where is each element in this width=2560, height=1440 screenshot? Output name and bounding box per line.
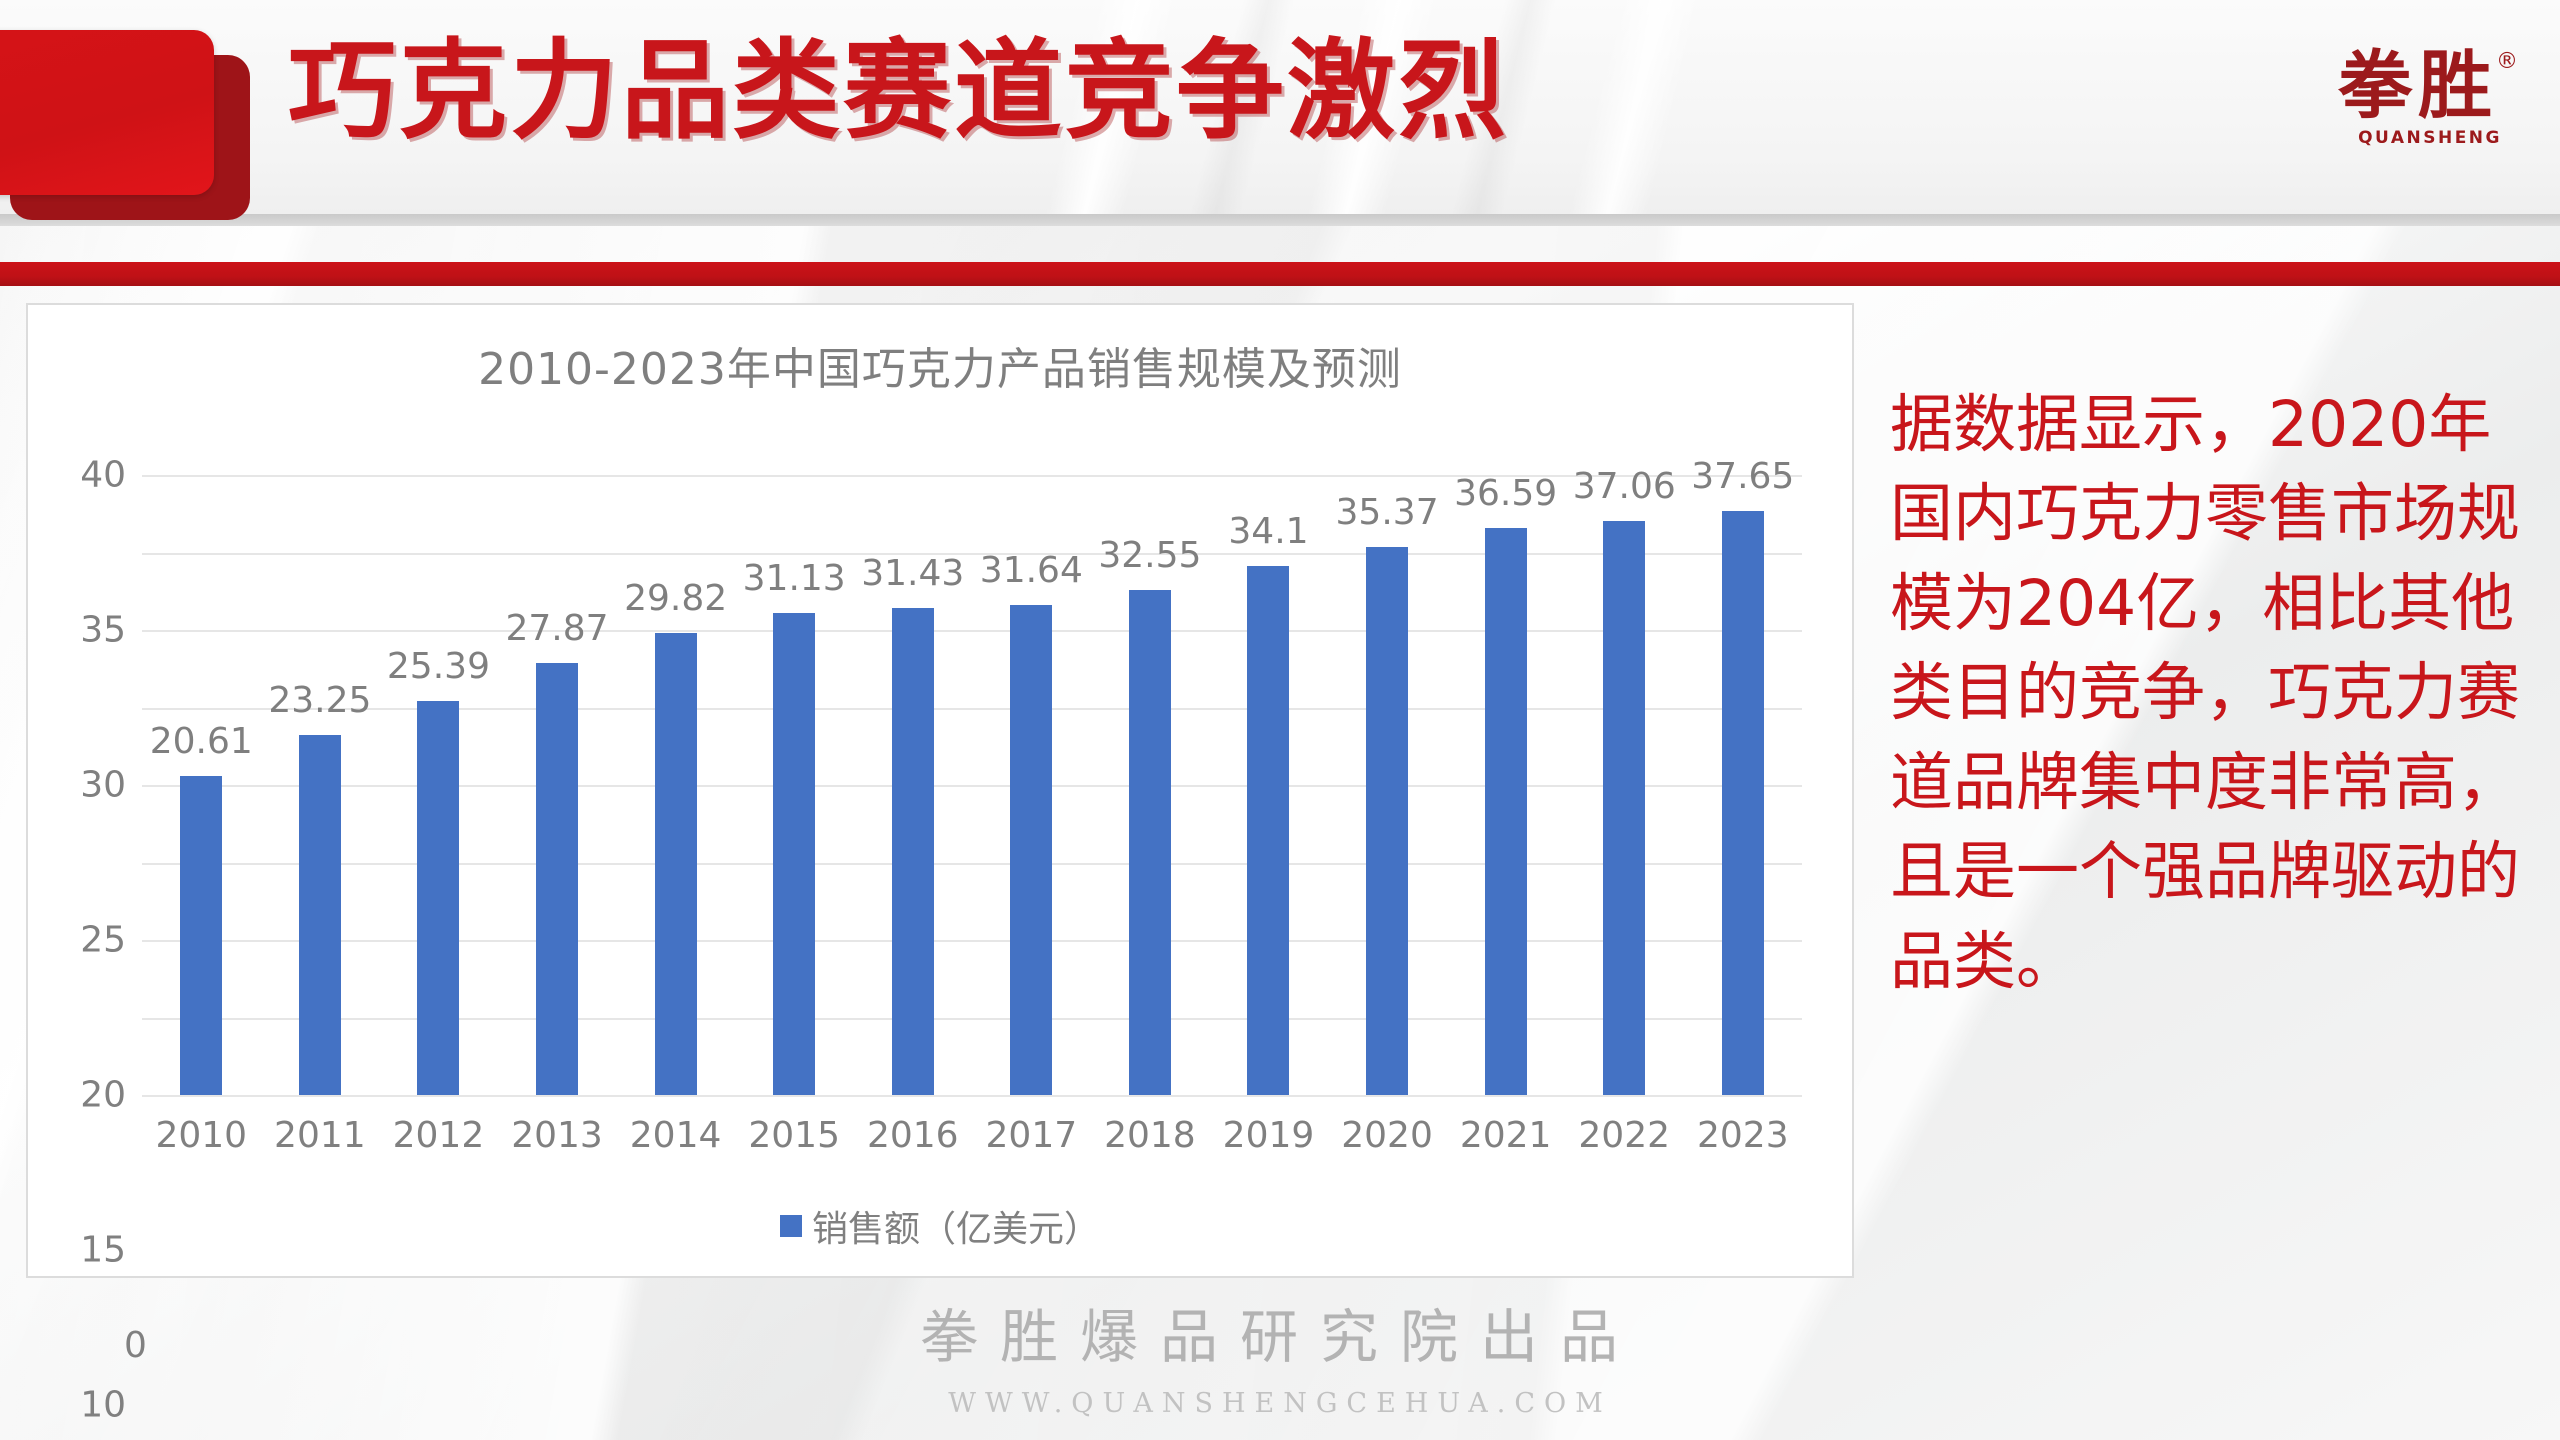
y-axis-tick: 20 [80, 1074, 126, 1116]
bar [417, 701, 460, 1095]
bar [654, 632, 697, 1095]
bar [1247, 566, 1290, 1095]
bar-value-label: 35.37 [1335, 491, 1439, 533]
bar-cell: 31.43 [853, 475, 972, 1095]
chart-panel: 2010-2023年中国巧克力产品销售规模及预测 403530252015105… [26, 303, 1854, 1426]
bar-cell: 36.59 [1446, 472, 1565, 1095]
bar [773, 612, 816, 1095]
bar-cell: 27.87 [498, 475, 617, 1095]
logo-subtitle: QUANSHENG [2358, 128, 2502, 148]
bar-cell: 35.37 [1328, 475, 1447, 1095]
bar-cell: 31.64 [972, 475, 1091, 1095]
bar-cell: 20.61 [142, 475, 261, 1095]
bar-cell: 25.39 [379, 475, 498, 1095]
side-commentary: 据数据显示，2020年国内巧克力零售市场规模为204亿，相比其他类目的竞争，巧克… [1890, 388, 2520, 998]
y-axis-tick: 30 [80, 764, 126, 806]
gridline: 35 [80, 552, 1802, 651]
x-axis-tick: 2010 [155, 1114, 248, 1156]
bar [180, 775, 223, 1095]
header-red-rule [0, 262, 2560, 286]
bar [1366, 546, 1409, 1095]
gridline: 5 [142, 1017, 1802, 1020]
bar [1484, 527, 1527, 1095]
x-axis-tick: 2022 [1578, 1114, 1671, 1156]
legend-swatch-icon [779, 1215, 802, 1237]
bar-value-label: 20.61 [149, 720, 253, 762]
bar-cell: 37.06 [1565, 466, 1684, 1095]
brand-logo: 拳胜 ® QUANSHENG [2178, 26, 2524, 148]
x-axis-tick: 2019 [1222, 1114, 1315, 1156]
x-axis-tick: 2015 [748, 1114, 840, 1156]
gridline: 10 [80, 940, 1802, 1426]
bar [1721, 511, 1764, 1095]
x-axis-tick: 2012 [392, 1114, 485, 1156]
x-axis-tick: 2013 [511, 1114, 603, 1156]
bar-cell: 31.13 [735, 475, 854, 1095]
bar-value-label: 27.87 [505, 608, 609, 650]
bar-value-label: 37.06 [1572, 465, 1676, 507]
bar [1603, 520, 1646, 1095]
bar-value-label: 34.1 [1228, 511, 1309, 553]
bar-cell: 34.1 [1209, 475, 1328, 1095]
gridline: 15 [80, 862, 1802, 1271]
bar [298, 734, 341, 1095]
gridline: 20 [80, 785, 1802, 1116]
chart-bars: 20.61 23.25 25.39 27.87 29.82 31.13 31.43 31.64… [142, 456, 1803, 1095]
chart-stray-zero-label: 0 [124, 1325, 147, 1366]
header-decoration [0, 0, 2560, 225]
bar-value-label: 25.39 [386, 646, 490, 688]
bar-value-label: 29.82 [624, 577, 728, 619]
registered-trademark-icon: ® [2496, 49, 2524, 74]
bar-cell: 23.25 [261, 475, 380, 1095]
bar-value-label: 31.64 [979, 549, 1083, 591]
chart-legend: 销售额（亿美元） [28, 1200, 1852, 1252]
bar-cell: 29.82 [616, 475, 735, 1095]
chart-title: 2010-2023年中国巧克力产品销售规模及预测 [478, 344, 1402, 395]
watermark-url: WWW.QUANSHENGCEHUA.COM [948, 1388, 1612, 1419]
y-axis-tick: 10 [80, 1384, 126, 1426]
x-axis-tick: 2014 [629, 1114, 722, 1156]
watermark-cn: 拳胜爆品研究院出品 [919, 1303, 1640, 1371]
bar-value-label: 36.59 [1454, 472, 1558, 514]
bar-value-label: 31.43 [861, 552, 965, 594]
x-axis-tick: 2023 [1696, 1114, 1789, 1156]
bar-cell: 37.65 [1684, 456, 1803, 1095]
gridline: 0 [142, 1095, 1802, 1097]
bar-value-label: 32.55 [1098, 535, 1202, 577]
bar-cell: 32.55 [1091, 475, 1210, 1095]
bar [1128, 590, 1171, 1095]
y-axis-tick: 15 [80, 1229, 126, 1271]
y-axis-tick: 40 [80, 454, 126, 496]
legend-label: 销售额（亿美元） [811, 1209, 1100, 1250]
x-axis-tick: 2021 [1459, 1114, 1552, 1156]
x-axis-tick: 2011 [274, 1114, 366, 1156]
bar-value-label: 31.13 [742, 557, 846, 599]
x-axis-tick: 2020 [1341, 1114, 1433, 1156]
watermark: 拳胜爆品研究院出品 WWW.QUANSHENGCEHUA.COM [0, 1290, 2560, 1419]
y-axis-tick: 35 [80, 609, 126, 651]
logo-mark-text: 拳胜 ® QUANSHENG [2338, 43, 2524, 148]
chart-plot-area: 4035302520151050 20.6123.2525.3927.8729.… [80, 455, 1803, 1426]
bar [891, 607, 934, 1095]
bar [1010, 604, 1053, 1095]
chart-x-axis: 2010 2011 2012 2013 2014 2015 2016 2017 2018 2019… [142, 1105, 1802, 1165]
x-axis-tick: 2017 [985, 1114, 1078, 1156]
bar-value-label: 37.65 [1691, 456, 1795, 498]
title-badge [0, 30, 214, 195]
gridline: 25 [80, 707, 1802, 961]
y-axis-tick: 25 [80, 919, 126, 961]
page-title: 巧克力品类赛道竞争激烈 [288, 29, 1510, 154]
gridline: 30 [80, 630, 1802, 806]
bar-value-label: 23.25 [268, 679, 372, 721]
bar [536, 663, 579, 1095]
x-axis-tick: 2018 [1104, 1114, 1196, 1156]
gridline: 40 [80, 455, 1802, 496]
x-axis-tick: 2016 [866, 1114, 959, 1156]
header-gray-rule [0, 214, 2560, 226]
